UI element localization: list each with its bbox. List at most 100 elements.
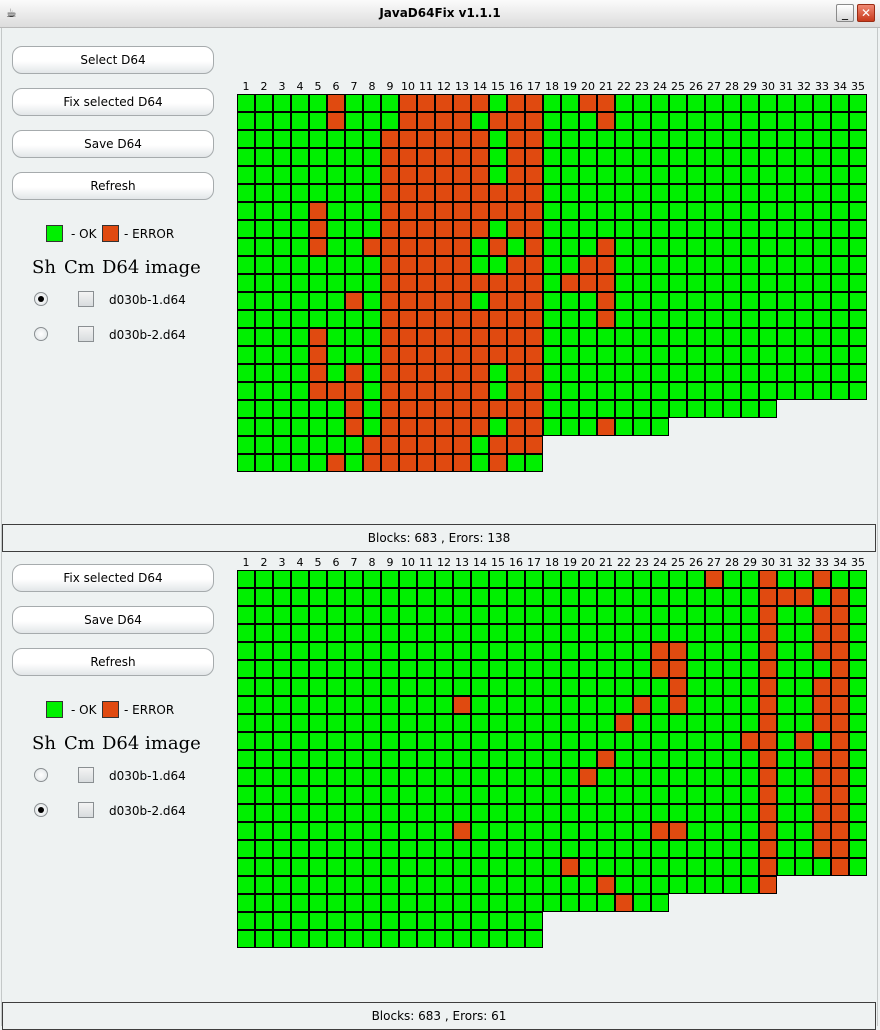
sector-cell-ok[interactable] [399,642,417,660]
sector-cell-ok[interactable] [363,570,381,588]
sector-cell-ok[interactable] [759,130,777,148]
sector-cell-ok[interactable] [327,346,345,364]
sector-cell-ok[interactable] [255,606,273,624]
commit-checkbox[interactable] [78,291,94,307]
sector-cell-ok[interactable] [273,202,291,220]
sector-cell-ok[interactable] [597,678,615,696]
sector-cell-ok[interactable] [777,606,795,624]
sector-cell-ok[interactable] [579,148,597,166]
sector-cell-ok[interactable] [813,292,831,310]
sector-cell-ok[interactable] [849,804,867,822]
sector-cell-error[interactable] [327,454,345,472]
sector-cell-error[interactable] [471,418,489,436]
sector-cell-error[interactable] [525,94,543,112]
sector-cell-error[interactable] [435,184,453,202]
sector-cell-ok[interactable] [237,642,255,660]
sector-cell-ok[interactable] [849,238,867,256]
sector-cell-ok[interactable] [525,876,543,894]
sector-cell-ok[interactable] [291,786,309,804]
sector-cell-ok[interactable] [615,696,633,714]
sector-cell-ok[interactable] [255,148,273,166]
sector-cell-ok[interactable] [525,678,543,696]
sector-cell-ok[interactable] [705,184,723,202]
sector-cell-ok[interactable] [327,822,345,840]
sector-cell-ok[interactable] [327,624,345,642]
sector-cell-ok[interactable] [813,148,831,166]
sector-cell-ok[interactable] [579,606,597,624]
sector-cell-ok[interactable] [777,804,795,822]
sector-cell-error[interactable] [651,822,669,840]
sector-cell-ok[interactable] [363,786,381,804]
sector-cell-ok[interactable] [255,768,273,786]
sector-cell-ok[interactable] [345,436,363,454]
sector-cell-error[interactable] [489,202,507,220]
sector-cell-ok[interactable] [633,112,651,130]
sector-cell-ok[interactable] [705,274,723,292]
sector-cell-ok[interactable] [561,732,579,750]
sector-cell-ok[interactable] [345,750,363,768]
sector-cell-error[interactable] [453,112,471,130]
sector-cell-ok[interactable] [615,148,633,166]
sector-cell-ok[interactable] [741,220,759,238]
sector-cell-ok[interactable] [327,148,345,166]
sector-cell-ok[interactable] [705,328,723,346]
sector-cell-ok[interactable] [417,840,435,858]
sector-cell-ok[interactable] [363,382,381,400]
sector-cell-error[interactable] [597,274,615,292]
sector-cell-ok[interactable] [345,678,363,696]
sector-cell-ok[interactable] [849,292,867,310]
sector-cell-error[interactable] [471,148,489,166]
sector-cell-ok[interactable] [453,678,471,696]
sector-cell-ok[interactable] [543,148,561,166]
sector-cell-ok[interactable] [237,768,255,786]
sector-cell-ok[interactable] [417,714,435,732]
sector-cell-ok[interactable] [291,660,309,678]
sector-cell-error[interactable] [381,256,399,274]
sector-cell-ok[interactable] [633,346,651,364]
sector-cell-ok[interactable] [363,624,381,642]
sector-cell-ok[interactable] [417,858,435,876]
sector-cell-ok[interactable] [435,912,453,930]
sector-cell-ok[interactable] [633,660,651,678]
sector-cell-error[interactable] [453,418,471,436]
sector-cell-ok[interactable] [615,400,633,418]
image-row[interactable]: d030b-1.d64 [0,290,220,310]
sector-cell-ok[interactable] [363,642,381,660]
sector-cell-ok[interactable] [363,714,381,732]
sector-cell-ok[interactable] [291,912,309,930]
sector-cell-ok[interactable] [741,570,759,588]
sector-cell-ok[interactable] [777,310,795,328]
sector-cell-ok[interactable] [849,858,867,876]
sector-cell-ok[interactable] [741,382,759,400]
sector-cell-ok[interactable] [273,714,291,732]
sector-cell-ok[interactable] [795,678,813,696]
sector-cell-ok[interactable] [345,310,363,328]
sector-cell-error[interactable] [489,274,507,292]
sector-cell-ok[interactable] [705,220,723,238]
sector-cell-ok[interactable] [381,714,399,732]
sector-cell-error[interactable] [453,274,471,292]
sector-cell-ok[interactable] [345,714,363,732]
sector-cell-ok[interactable] [471,588,489,606]
sector-cell-ok[interactable] [651,858,669,876]
sector-cell-error[interactable] [759,786,777,804]
sector-cell-ok[interactable] [723,130,741,148]
sector-cell-ok[interactable] [435,714,453,732]
sector-cell-ok[interactable] [363,346,381,364]
sector-cell-ok[interactable] [705,858,723,876]
sector-cell-error[interactable] [435,148,453,166]
sector-cell-ok[interactable] [723,364,741,382]
sector-cell-ok[interactable] [453,714,471,732]
sector-cell-error[interactable] [417,418,435,436]
sector-cell-error[interactable] [525,274,543,292]
sector-cell-ok[interactable] [651,130,669,148]
sector-cell-ok[interactable] [669,840,687,858]
sector-cell-ok[interactable] [471,894,489,912]
sector-cell-ok[interactable] [363,732,381,750]
sector-cell-ok[interactable] [669,768,687,786]
sector-cell-error[interactable] [399,220,417,238]
sector-cell-ok[interactable] [795,804,813,822]
sector-cell-ok[interactable] [453,732,471,750]
sector-cell-error[interactable] [453,400,471,418]
sector-cell-ok[interactable] [669,858,687,876]
